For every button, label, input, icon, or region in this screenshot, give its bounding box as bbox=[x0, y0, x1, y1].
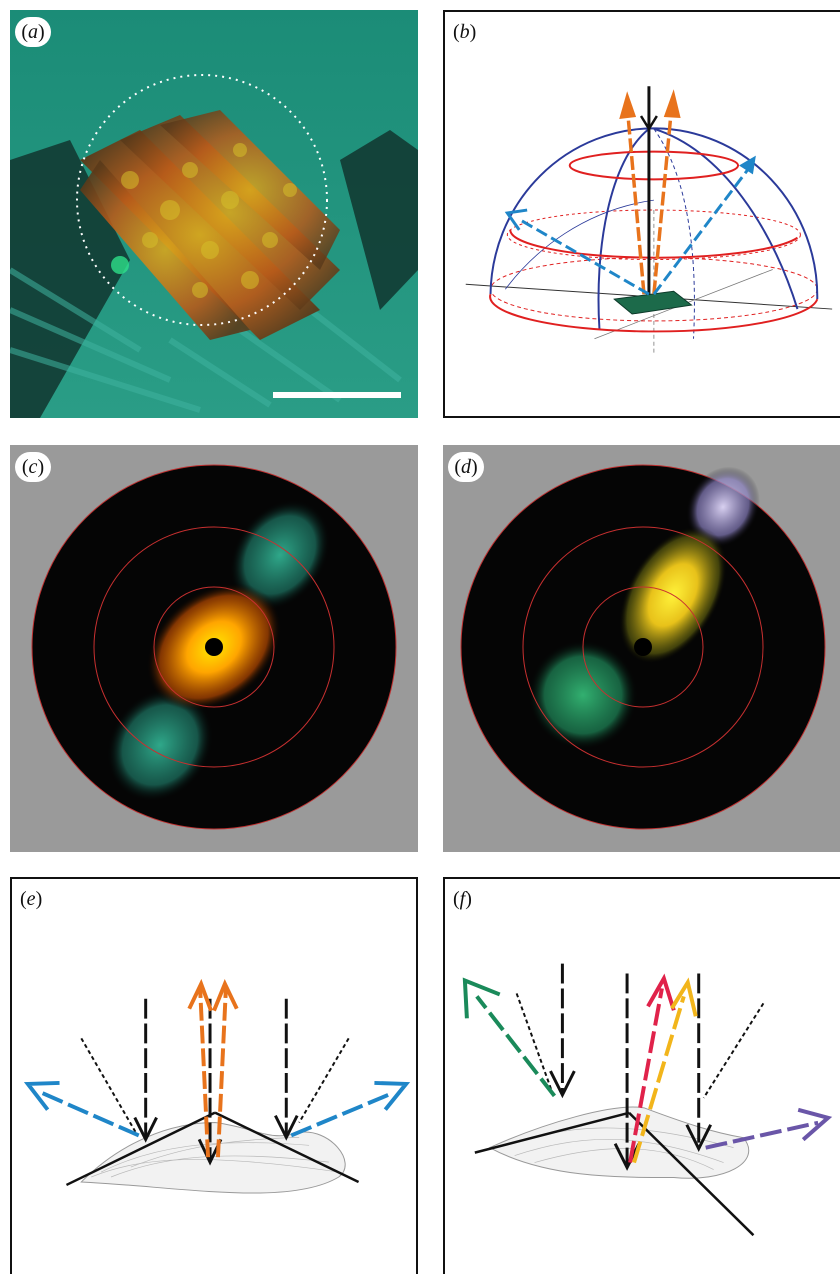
panel-label-c: (c) bbox=[15, 452, 51, 482]
panel-label-d: (d) bbox=[448, 452, 484, 482]
panel-label-a: (a) bbox=[15, 17, 51, 47]
panel-label-b: (b) bbox=[453, 21, 477, 43]
scale-bar bbox=[273, 392, 401, 398]
scatterogram-c bbox=[31, 464, 397, 830]
ray-diagram-f bbox=[462, 963, 833, 1237]
panel-c-scatterogram: (c) bbox=[10, 445, 418, 852]
panel-f-ray-diagram: (f) bbox=[443, 877, 840, 1274]
micrograph-image bbox=[10, 10, 418, 418]
panel-b-hemisphere-diagram: (b) bbox=[443, 10, 840, 418]
hemisphere-diagram bbox=[465, 86, 833, 354]
scatterogram-d bbox=[460, 464, 826, 830]
ray-diagram-e bbox=[23, 978, 411, 1194]
panel-label-e: (e) bbox=[20, 888, 43, 910]
panel-d-scatterogram: (d) bbox=[443, 445, 840, 852]
panel-a-micrograph: (a) bbox=[10, 10, 418, 418]
panel-label-f: (f) bbox=[453, 888, 472, 910]
panel-e-ray-diagram: (e) bbox=[10, 877, 418, 1274]
